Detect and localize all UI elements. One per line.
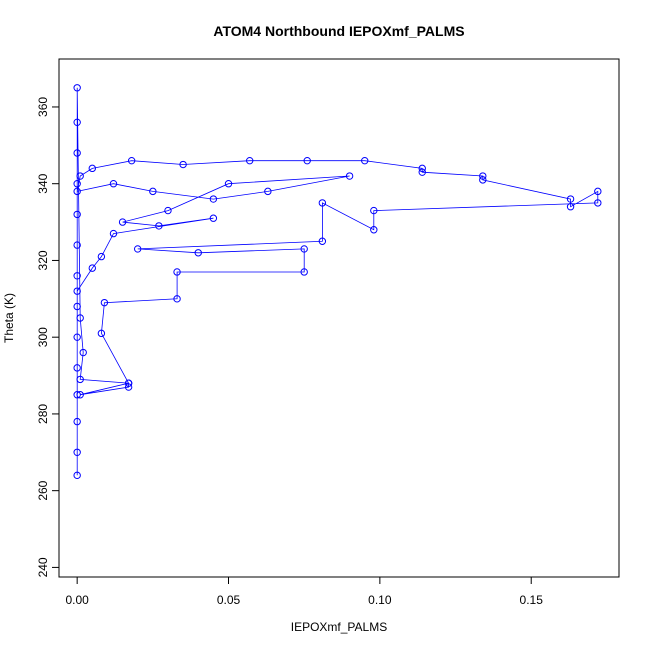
- data-point: [124, 383, 133, 391]
- data-point: [418, 168, 426, 176]
- x-tick-label: 0.15: [520, 593, 544, 607]
- data-point: [418, 164, 426, 173]
- data-point: [79, 348, 87, 357]
- data-point: [149, 187, 157, 196]
- data-point: [303, 156, 311, 165]
- data-point: [224, 180, 233, 188]
- data-point: [100, 298, 109, 307]
- data-point: [73, 187, 81, 196]
- data-point: [566, 195, 575, 203]
- data-point: [566, 203, 575, 211]
- data-point: [88, 264, 96, 272]
- data-point: [73, 118, 81, 127]
- data-point: [594, 187, 602, 196]
- data-point: [479, 176, 487, 184]
- data-point: [97, 252, 106, 261]
- data-point: [209, 214, 218, 222]
- data-point: [73, 272, 81, 280]
- data-point: [73, 471, 81, 480]
- y-axis-label: Theta (K): [2, 293, 16, 343]
- series-group: [73, 84, 602, 480]
- data-point: [246, 156, 254, 165]
- data-point: [73, 84, 81, 92]
- data-point: [173, 295, 181, 303]
- data-point: [76, 172, 84, 180]
- data-point: [127, 156, 136, 165]
- data-point: [318, 199, 327, 207]
- data-point: [124, 379, 133, 387]
- data-point: [73, 241, 81, 249]
- data-point: [76, 314, 84, 322]
- data-point: [73, 180, 81, 188]
- data-point: [73, 448, 81, 456]
- data-point: [73, 210, 81, 219]
- data-point: [479, 172, 487, 180]
- data-point: [209, 195, 218, 203]
- y-tick-label: 340: [36, 173, 50, 193]
- x-tick-label: 0.05: [217, 593, 241, 607]
- y-tick-label: 320: [36, 250, 50, 270]
- data-point: [155, 222, 163, 230]
- data-point: [370, 206, 378, 215]
- data-point: [264, 187, 272, 196]
- data-point: [76, 391, 84, 399]
- data-point: [73, 149, 81, 157]
- series-line: [76, 87, 599, 476]
- y-tick-label: 280: [36, 404, 50, 424]
- y-tick-label: 300: [36, 327, 50, 347]
- data-point: [345, 172, 354, 180]
- y-axis: 240 260 280 300 320 340 360: [36, 97, 60, 577]
- data-point: [73, 287, 81, 295]
- data-point: [370, 226, 378, 234]
- data-point: [194, 249, 202, 257]
- data-point: [118, 218, 127, 226]
- data-point: [109, 180, 118, 188]
- data-point: [76, 375, 84, 384]
- chart-title: ATOM4 Northbound IEPOXmf_PALMS: [213, 23, 464, 39]
- data-point: [173, 268, 181, 276]
- data-point: [164, 206, 172, 215]
- data-point: [134, 245, 142, 253]
- x-axis: 0.00 0.05 0.10 0.15: [65, 576, 544, 607]
- data-point: [73, 391, 81, 399]
- data-point: [318, 237, 327, 245]
- y-tick-label: 260: [36, 480, 50, 500]
- data-point: [109, 229, 118, 238]
- data-point: [300, 245, 308, 253]
- data-point: [179, 160, 187, 169]
- y-tick-label: 240: [36, 557, 50, 577]
- data-point: [300, 268, 308, 276]
- plot-frame: [58, 58, 620, 578]
- data-point: [88, 164, 96, 173]
- data-point: [73, 417, 81, 426]
- data-point: [361, 156, 369, 165]
- data-point: [73, 302, 81, 311]
- data-point: [97, 329, 106, 338]
- x-tick-label: 0.00: [65, 593, 89, 607]
- x-tick-label: 0.10: [368, 593, 392, 607]
- x-axis-label: IEPOXmf_PALMS: [291, 620, 387, 634]
- data-point: [73, 364, 81, 372]
- data-point: [73, 333, 81, 341]
- data-point: [594, 199, 602, 207]
- y-tick-label: 360: [36, 97, 50, 117]
